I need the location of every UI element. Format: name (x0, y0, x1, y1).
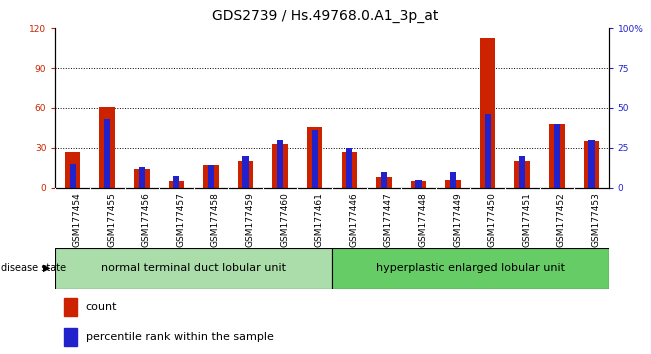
Text: GSM177460: GSM177460 (280, 193, 289, 247)
Text: GDS2739 / Hs.49768.0.A1_3p_at: GDS2739 / Hs.49768.0.A1_3p_at (212, 9, 439, 23)
Text: GSM177459: GSM177459 (245, 193, 255, 247)
Bar (104, 119, 110, 188)
Bar (346, 148, 352, 188)
Text: count: count (86, 302, 117, 312)
Bar (65, 152, 81, 188)
Text: percentile rank within the sample: percentile rank within the sample (86, 332, 273, 342)
Text: GSM177458: GSM177458 (211, 193, 220, 247)
Bar (64, 298, 77, 316)
Bar (139, 167, 145, 188)
Bar (519, 156, 525, 188)
Text: GSM177451: GSM177451 (522, 193, 531, 247)
Bar (415, 180, 422, 188)
Text: hyperplastic enlarged lobular unit: hyperplastic enlarged lobular unit (376, 263, 565, 273)
Bar (307, 127, 322, 188)
Bar (312, 130, 318, 188)
Bar (242, 156, 249, 188)
Text: GSM177455: GSM177455 (107, 193, 117, 247)
Text: GSM177453: GSM177453 (591, 193, 600, 247)
Bar (480, 38, 495, 188)
Text: ▶: ▶ (43, 263, 51, 273)
Bar (342, 152, 357, 188)
Bar (203, 165, 219, 188)
Bar (589, 140, 594, 188)
Bar (583, 141, 599, 188)
Bar (238, 161, 253, 188)
Text: GSM177448: GSM177448 (419, 193, 428, 247)
Bar (173, 176, 180, 188)
Text: GSM177452: GSM177452 (557, 193, 566, 247)
Bar (134, 169, 150, 188)
Bar (169, 181, 184, 188)
Text: GSM177447: GSM177447 (384, 193, 393, 247)
Text: GSM177454: GSM177454 (73, 193, 81, 247)
Text: disease state: disease state (1, 263, 66, 273)
Text: GSM177461: GSM177461 (314, 193, 324, 247)
Text: GSM177450: GSM177450 (488, 193, 497, 247)
Bar (277, 140, 283, 188)
Bar (64, 328, 77, 346)
Bar (411, 181, 426, 188)
FancyBboxPatch shape (55, 248, 332, 289)
Bar (450, 172, 456, 188)
Bar (208, 165, 214, 188)
Bar (554, 124, 560, 188)
Text: GSM177456: GSM177456 (142, 193, 151, 247)
Text: GSM177457: GSM177457 (176, 193, 186, 247)
Text: normal terminal duct lobular unit: normal terminal duct lobular unit (101, 263, 286, 273)
Bar (484, 114, 491, 188)
Bar (100, 107, 115, 188)
Text: GSM177449: GSM177449 (453, 193, 462, 247)
Bar (514, 161, 530, 188)
Bar (376, 177, 392, 188)
Text: GSM177446: GSM177446 (350, 193, 358, 247)
Bar (549, 124, 564, 188)
Bar (272, 144, 288, 188)
Bar (381, 172, 387, 188)
Bar (70, 164, 76, 188)
Bar (445, 180, 461, 188)
FancyBboxPatch shape (332, 248, 609, 289)
